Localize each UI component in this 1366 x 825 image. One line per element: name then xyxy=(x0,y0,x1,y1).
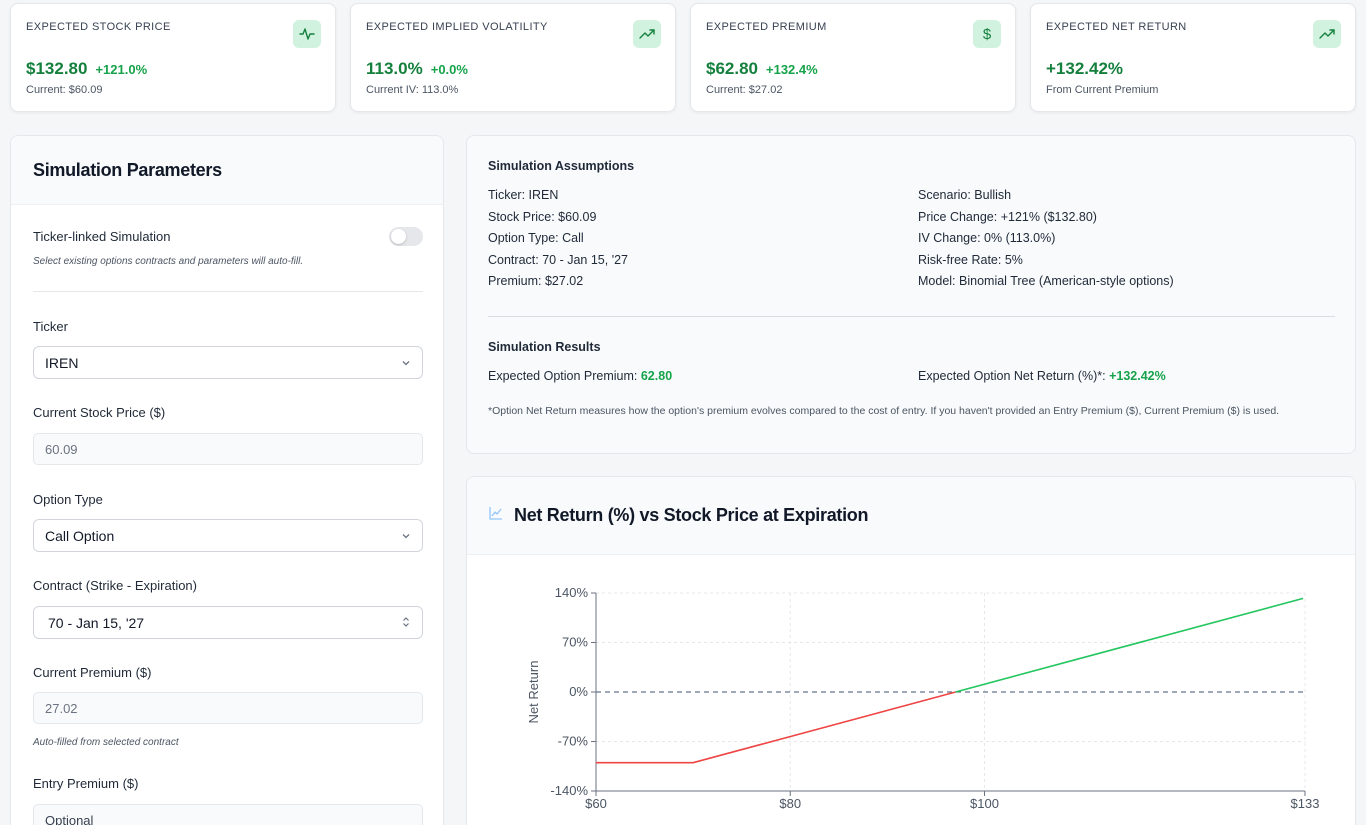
result-net-return: Expected Option Net Return (%)*: +132.42… xyxy=(918,369,1166,383)
ticker-select[interactable]: IREN xyxy=(33,346,423,379)
y-tick-label: 140% xyxy=(555,585,589,600)
x-tick-label: $100 xyxy=(970,796,999,811)
card-sub: Current IV: 113.0% xyxy=(366,84,459,96)
net-return-chart: 140% 70% 0% -70% -140%$60 $80 $100 $133 Net Retu… xyxy=(526,585,1320,811)
card-value: $132.80 xyxy=(26,59,88,78)
card-title: EXPECTED STOCK PRICE xyxy=(26,21,171,33)
assumption-scenario: Scenario: Bullish xyxy=(918,188,1012,202)
panel-header: Simulation Parameters xyxy=(11,136,443,205)
option-type-value: Call Option xyxy=(45,527,115,544)
entry-premium-label: Entry Premium ($) xyxy=(33,776,139,791)
chart-title: Net Return (%) vs Stock Price at Expirat… xyxy=(514,505,869,525)
card-title: EXPECTED IMPLIED VOLATILITY xyxy=(366,21,548,33)
card-value: 113.0% xyxy=(366,59,423,78)
y-tick-label: 0% xyxy=(569,684,588,699)
dollar-icon: $ xyxy=(973,20,1001,48)
stat-card-implied-volatility: EXPECTED IMPLIED VOLATILITY 113.0% +0.0%… xyxy=(350,3,676,112)
divider xyxy=(488,316,1335,317)
card-change: +121.0% xyxy=(95,62,148,77)
pulse-icon xyxy=(293,20,321,48)
card-title: EXPECTED NET RETURN xyxy=(1046,21,1187,33)
series-line-loss xyxy=(596,691,956,764)
simulation-parameters-panel: Simulation Parameters Ticker-linked Simu… xyxy=(10,135,444,825)
assumption-option-type: Option Type: Call xyxy=(488,231,584,245)
stock-price-input[interactable]: 60.09 xyxy=(33,433,423,465)
stock-price-label: Current Stock Price ($) xyxy=(33,405,166,420)
contract-select[interactable]: 70 - Jan 15, '27 xyxy=(33,606,423,639)
x-tick-label: $60 xyxy=(585,796,607,811)
ticker-linked-toggle[interactable] xyxy=(389,227,423,246)
premium-hint: Auto-filled from selected contract xyxy=(33,737,179,748)
option-type-label: Option Type xyxy=(33,492,103,507)
chevron-down-icon xyxy=(401,355,411,371)
assumption-premium: Premium: $27.02 xyxy=(488,274,584,288)
x-tick-label: $133 xyxy=(1291,796,1320,811)
assumption-ticker: Ticker: IREN xyxy=(488,188,559,202)
divider xyxy=(33,291,423,292)
toggle-knob xyxy=(391,229,406,244)
card-sub: From Current Premium xyxy=(1046,84,1159,96)
entry-premium-input[interactable]: Optional xyxy=(33,804,423,825)
results-title: Simulation Results xyxy=(488,340,601,354)
y-tick-label: 70% xyxy=(562,635,588,650)
chart-header: Net Return (%) vs Stock Price at Expirat… xyxy=(467,477,1355,555)
assumption-stock-price: Stock Price: $60.09 xyxy=(488,210,597,224)
trend-up-icon xyxy=(633,20,661,48)
panel-title: Simulation Parameters xyxy=(33,160,222,180)
contract-label: Contract (Strike - Expiration) xyxy=(33,578,197,593)
net-return-chart-panel: Net Return (%) vs Stock Price at Expirat… xyxy=(466,476,1356,825)
card-title: EXPECTED PREMIUM xyxy=(706,21,827,33)
result-premium: Expected Option Premium: 62.80 xyxy=(488,369,673,383)
stat-card-stock-price: EXPECTED STOCK PRICE $132.80 +121.0% Cur… xyxy=(10,3,336,112)
card-change: +0.0% xyxy=(430,62,468,77)
card-sub: Current: $27.02 xyxy=(706,84,783,96)
ticker-linked-row: Ticker-linked Simulation xyxy=(33,227,423,246)
assumptions-title: Simulation Assumptions xyxy=(488,159,635,173)
card-value: $62.80 xyxy=(706,59,758,78)
contract-value: 70 - Jan 15, '27 xyxy=(48,614,145,631)
ticker-linked-label: Ticker-linked Simulation xyxy=(33,229,171,244)
y-axis-label: Net Return xyxy=(526,661,541,724)
chevron-updown-icon xyxy=(401,615,411,631)
y-tick-label: -70% xyxy=(558,734,589,749)
option-type-select[interactable]: Call Option xyxy=(33,519,423,552)
series-line-profit xyxy=(955,597,1304,693)
premium-label: Current Premium ($) xyxy=(33,665,152,680)
ticker-value: IREN xyxy=(45,354,79,371)
card-sub: Current: $60.09 xyxy=(26,84,103,96)
assumption-risk-free-rate: Risk-free Rate: 5% xyxy=(918,253,1023,267)
assumption-iv-change: IV Change: 0% (113.0%) xyxy=(918,231,1056,245)
card-value: +132.42% xyxy=(1046,59,1124,78)
assumption-price-change: Price Change: +121% ($132.80) xyxy=(918,210,1097,224)
y-tick-label: -140% xyxy=(550,783,588,798)
chevron-down-icon xyxy=(401,528,411,544)
card-change: +132.4% xyxy=(766,62,818,77)
stat-card-premium: EXPECTED PREMIUM $ $62.80 +132.4% Curren… xyxy=(690,3,1016,112)
ticker-label: Ticker xyxy=(33,319,68,334)
stat-card-net-return: EXPECTED NET RETURN +132.42% From Curren… xyxy=(1030,3,1356,112)
assumption-model: Model: Binomial Tree (American-style opt… xyxy=(918,274,1174,288)
premium-input[interactable]: 27.02 xyxy=(33,692,423,724)
line-chart-icon xyxy=(488,505,504,526)
ticker-linked-hint: Select existing options contracts and pa… xyxy=(33,256,304,267)
trend-up-icon xyxy=(1313,20,1341,48)
assumption-contract: Contract: 70 - Jan 15, '27 xyxy=(488,253,628,267)
simulation-assumptions-panel: Simulation Assumptions Ticker: IREN Stoc… xyxy=(466,135,1356,454)
x-tick-label: $80 xyxy=(779,796,801,811)
results-footnote: *Option Net Return measures how the opti… xyxy=(488,405,1280,417)
